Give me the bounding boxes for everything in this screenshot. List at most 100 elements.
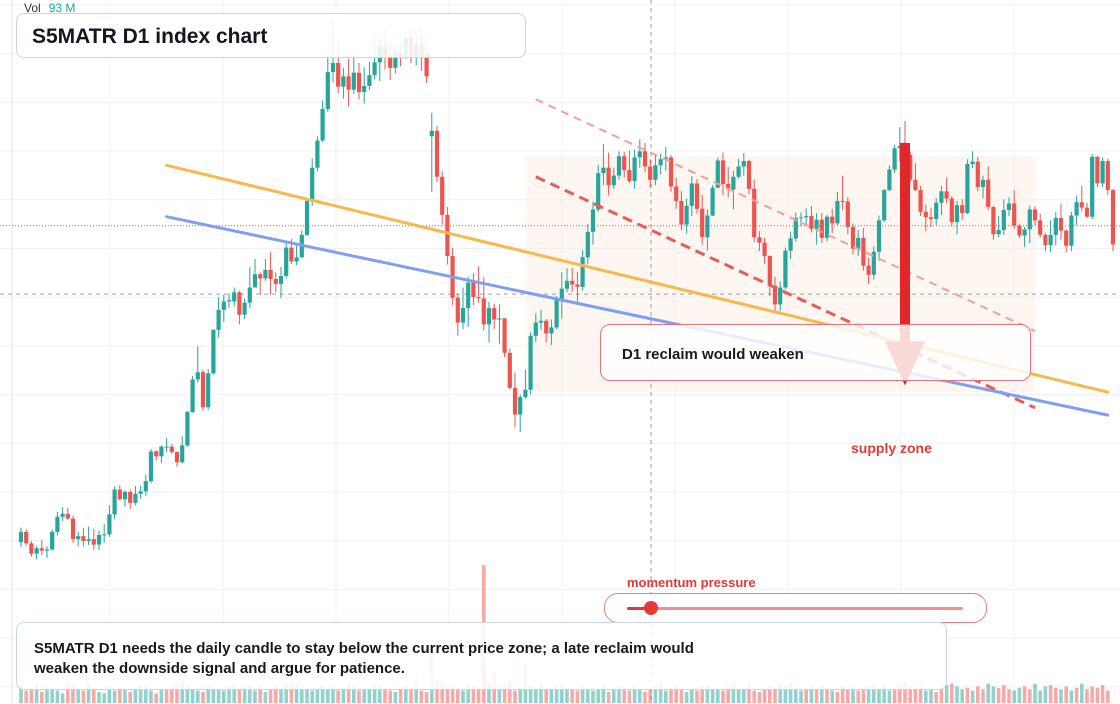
candle-body bbox=[456, 298, 460, 323]
candle-body bbox=[315, 140, 319, 167]
candle-body bbox=[508, 353, 512, 388]
volume-bar bbox=[461, 691, 465, 703]
volume-bar bbox=[123, 689, 127, 703]
volume-bar bbox=[128, 692, 132, 703]
volume-bar bbox=[154, 693, 158, 703]
volume-bar bbox=[612, 688, 616, 703]
note-text: S5MATR D1 needs the daily candle to stay… bbox=[34, 639, 734, 679]
candle-body bbox=[700, 209, 704, 237]
candle-body bbox=[1095, 157, 1099, 184]
candle-body bbox=[149, 451, 153, 481]
candle-body bbox=[679, 201, 683, 225]
candle-body bbox=[835, 201, 839, 223]
volume-bar bbox=[160, 688, 164, 703]
candle-body bbox=[24, 532, 28, 543]
volume-bar bbox=[477, 688, 481, 703]
candle-body bbox=[1002, 210, 1006, 230]
volume-bar bbox=[586, 688, 590, 703]
candle-body bbox=[425, 56, 429, 76]
volume-bar bbox=[388, 691, 392, 703]
candle-body bbox=[144, 481, 148, 491]
candle-body bbox=[841, 201, 845, 202]
volume-bar bbox=[217, 689, 221, 703]
volume-bar bbox=[518, 688, 522, 703]
volume-bar bbox=[862, 689, 866, 703]
volume-bar bbox=[243, 688, 247, 703]
volume-bar bbox=[680, 689, 684, 703]
volume-bar bbox=[425, 692, 429, 703]
candle-body bbox=[939, 191, 943, 202]
volume-bar bbox=[1007, 689, 1011, 703]
candle-body bbox=[539, 321, 543, 323]
candle-body bbox=[71, 519, 75, 540]
candle-body bbox=[331, 63, 335, 72]
volume-bar bbox=[960, 689, 964, 703]
volume-bar bbox=[97, 692, 101, 703]
volume-bar bbox=[1059, 689, 1063, 703]
volume-bar bbox=[1085, 689, 1089, 703]
volume-bar bbox=[695, 691, 699, 703]
candle-body bbox=[196, 372, 200, 379]
candle-body bbox=[487, 308, 491, 324]
candle-body bbox=[919, 190, 923, 212]
candle-body bbox=[295, 257, 299, 261]
candle-body bbox=[1049, 235, 1053, 245]
volume-bar bbox=[794, 689, 798, 703]
candle-body bbox=[804, 216, 808, 217]
candle-body bbox=[326, 72, 330, 109]
candle-body bbox=[1075, 202, 1079, 215]
volume-bar bbox=[622, 689, 626, 703]
candle-body bbox=[867, 266, 871, 275]
candle-body bbox=[653, 165, 657, 180]
volume-bar bbox=[118, 688, 122, 703]
volume-bar bbox=[596, 689, 600, 703]
volume-bar bbox=[196, 691, 200, 703]
volume-bar bbox=[966, 688, 970, 703]
volume-bar bbox=[1028, 689, 1032, 703]
volume-bar bbox=[1070, 691, 1074, 703]
candle-body bbox=[534, 323, 538, 336]
candle-body bbox=[721, 160, 725, 184]
candle-body bbox=[648, 166, 652, 179]
candle-body bbox=[799, 217, 803, 218]
momentum-track bbox=[627, 607, 963, 610]
title-panel: S5MATR D1 index chart bbox=[16, 13, 526, 58]
volume-bar bbox=[685, 692, 689, 703]
candle-body bbox=[976, 162, 980, 187]
candle-body bbox=[1111, 190, 1115, 244]
candle-body bbox=[971, 162, 975, 164]
volume-bar bbox=[191, 689, 195, 703]
candle-body bbox=[341, 76, 345, 86]
volume-bar bbox=[591, 691, 595, 703]
candle-body bbox=[789, 238, 793, 250]
candle-body bbox=[227, 300, 231, 301]
volume-bar bbox=[269, 689, 273, 703]
candle-body bbox=[763, 243, 767, 256]
candle-body bbox=[492, 308, 496, 319]
candle-body bbox=[35, 548, 39, 553]
volume-bar bbox=[799, 691, 803, 703]
volume-bar bbox=[368, 689, 372, 703]
candle-body bbox=[503, 318, 507, 352]
candle-body bbox=[981, 180, 985, 187]
candle-body bbox=[638, 151, 642, 157]
candle-body bbox=[430, 131, 434, 136]
volume-bar bbox=[669, 688, 673, 703]
candle-body bbox=[185, 412, 189, 445]
volume-bar bbox=[804, 688, 808, 703]
candle-body bbox=[856, 238, 860, 249]
volume-bar bbox=[316, 688, 320, 703]
candle-body bbox=[284, 248, 288, 276]
candle-body bbox=[175, 452, 179, 462]
candle-body bbox=[237, 292, 241, 314]
volume-bar bbox=[222, 691, 226, 703]
momentum-knob[interactable] bbox=[644, 601, 658, 615]
volume-bar bbox=[92, 689, 96, 703]
candle-body bbox=[685, 206, 689, 225]
volume-bar bbox=[992, 686, 996, 703]
volume-bar bbox=[752, 691, 756, 703]
candle-body bbox=[123, 492, 127, 499]
momentum-slider[interactable] bbox=[604, 593, 987, 623]
volume-bar bbox=[238, 689, 242, 703]
candle-body bbox=[1038, 220, 1042, 235]
